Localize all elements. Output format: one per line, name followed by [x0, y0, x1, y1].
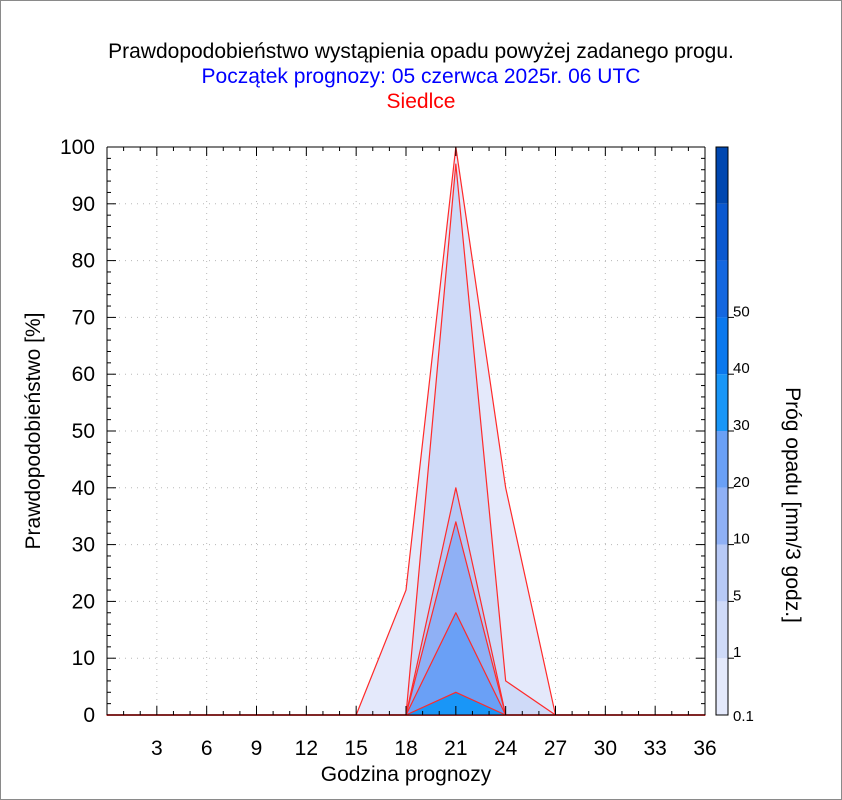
colorbar-segment [716, 544, 728, 602]
x-tick-label: 33 [643, 737, 666, 760]
colorbar-tick-label: 20 [733, 474, 750, 491]
y-tick-label: 30 [72, 534, 95, 557]
x-tick-label: 30 [594, 737, 617, 760]
x-tick-label: 9 [251, 737, 263, 760]
chart-subtitle: Początek prognozy: 05 czerwca 2025r. 06 … [201, 65, 641, 88]
colorbar-segment [716, 601, 728, 659]
x-tick-label: 27 [544, 737, 567, 760]
colorbar-tick-label: 10 [733, 531, 750, 548]
colorbar-segment [716, 431, 728, 488]
x-axis-label: Godzina prognozy [321, 763, 492, 786]
x-tick-label: 12 [295, 737, 318, 760]
y-tick-label: 20 [72, 590, 95, 613]
y-tick-label: 40 [72, 477, 95, 500]
colorbar-label: Próg opadu [mm/3 godz.] [781, 387, 804, 623]
colorbar-segment [716, 260, 728, 318]
y-tick-label: 50 [72, 420, 95, 443]
area-series-0.1 [106, 146, 706, 716]
colorbar-segment [716, 317, 728, 375]
grid [107, 147, 705, 715]
x-tick-label: 24 [494, 737, 518, 760]
x-tick-label: 6 [201, 737, 213, 760]
y-tick-label: 0 [83, 704, 95, 727]
chart-location: Siedlce [386, 90, 456, 113]
area-layer [106, 146, 706, 716]
colorbar-segment [716, 203, 728, 261]
x-tick-label: 15 [344, 737, 367, 760]
colorbar-tick-label: 1 [733, 644, 741, 661]
colorbar-tick-label: 50 [733, 303, 750, 320]
colorbar-tick-label: 5 [733, 587, 741, 604]
chart-title: Prawdopodobieństwo wystąpienia opadu pow… [108, 40, 734, 63]
x-tick-label: 21 [444, 737, 467, 760]
y-tick-label: 10 [72, 647, 95, 670]
y-tick-label: 80 [72, 250, 95, 273]
y-tick-label: 100 [60, 136, 95, 159]
colorbar-segment [716, 487, 728, 545]
colorbar-segment [716, 658, 728, 715]
colorbar-tick-label: 30 [733, 417, 750, 434]
x-tick-label: 18 [394, 737, 417, 760]
colorbar-tick-label: 40 [733, 360, 750, 377]
colorbar: 0.1 1 5 10 20 30 40 50 [715, 146, 754, 725]
y-tick-label: 90 [72, 193, 95, 216]
x-tick-label: 36 [693, 737, 716, 760]
y-tick-label: 70 [72, 306, 95, 329]
y-tick-label: 60 [72, 363, 95, 386]
colorbar-tick-label: 0.1 [733, 708, 754, 725]
colorbar-segment [716, 147, 728, 204]
y-axis-label: Prawdopodobieństwo [%] [22, 313, 45, 550]
colorbar-segment [716, 374, 728, 431]
x-tick-label: 3 [151, 737, 163, 760]
